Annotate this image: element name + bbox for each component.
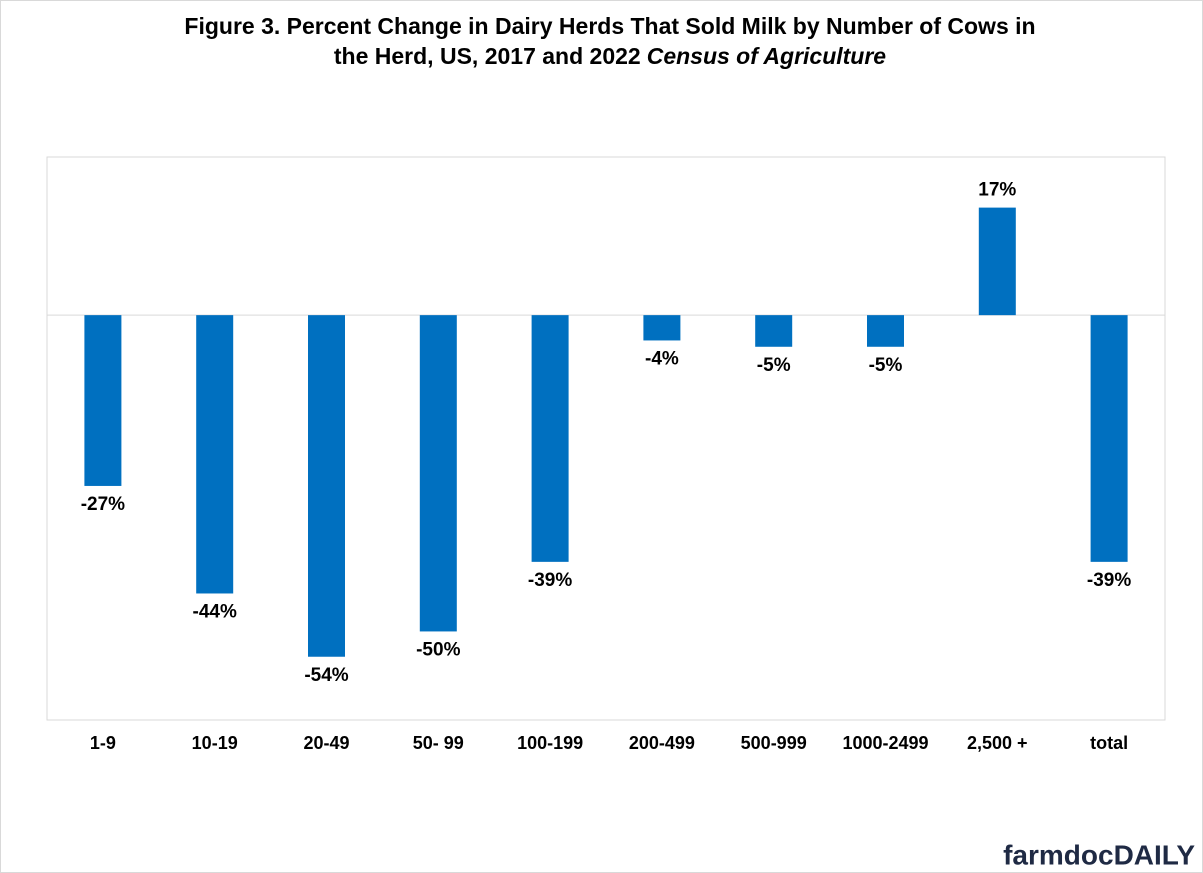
data-label: -54% [304,665,348,686]
bar [196,315,234,594]
x-tick-label: 1000-2499 [842,733,928,753]
x-tick-label: 500-999 [741,733,807,753]
logo: farmdocDAILY [1003,839,1195,870]
data-label: -39% [1087,570,1131,591]
x-tick-label: total [1090,733,1128,753]
plot-area [46,156,1166,721]
data-label: -50% [416,639,460,660]
bar [308,315,345,657]
bar [755,315,793,347]
x-tick-label: 10-19 [192,733,238,753]
x-tick-label: 100-199 [517,733,583,753]
chart-title-part: the Herd, US, 2017 and 2022 [334,43,641,69]
data-label: -5% [757,355,791,376]
data-label: 17% [978,180,1016,201]
data-label: -5% [869,355,903,376]
data-label: -4% [645,348,679,369]
x-tick-label: 50- 99 [413,733,464,753]
chart-title: the Herd, US, 2017 and 2022 Census of Agr… [334,43,886,69]
bar [531,315,569,562]
x-tick-label: 20-49 [303,733,349,753]
x-tick-label: 200-499 [629,733,695,753]
data-label: -39% [528,570,572,591]
bar [1090,315,1128,562]
bar [419,315,457,632]
chart-title: Figure 3. Percent Change in Dairy Herds … [184,13,1035,39]
bar [867,315,904,347]
x-tick-label: 1-9 [90,733,116,753]
data-label: -44% [193,601,237,622]
bar [643,315,681,341]
bar [84,315,122,486]
bar [978,207,1016,316]
data-label: -27% [81,494,125,515]
chart-title-italic: Census of Agriculture [647,43,887,69]
x-tick-label: 2,500 + [967,733,1028,753]
